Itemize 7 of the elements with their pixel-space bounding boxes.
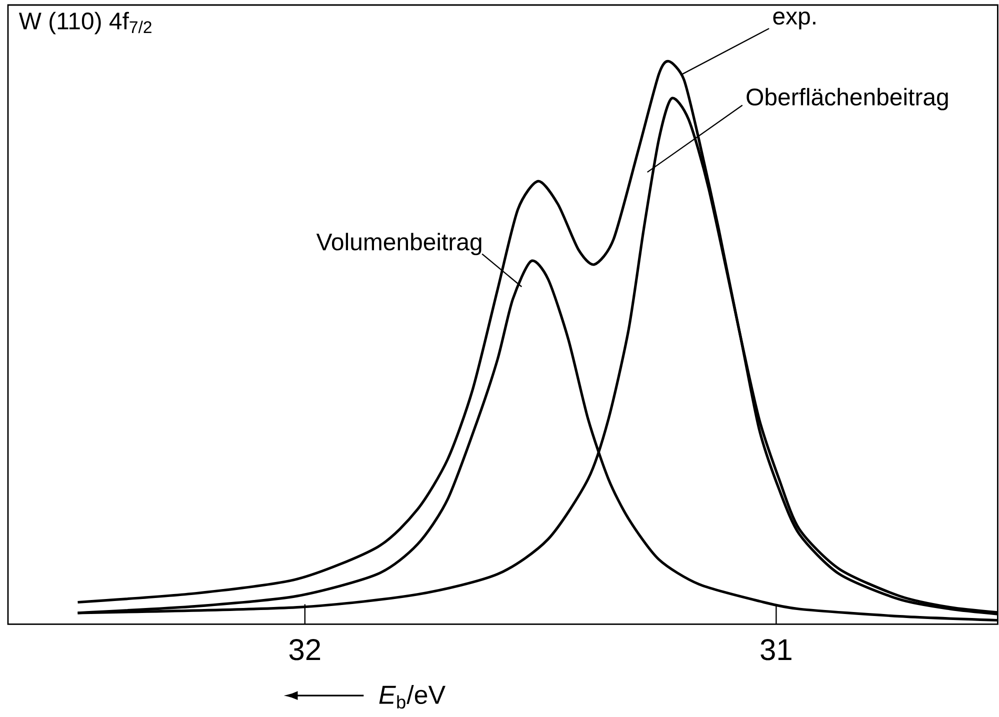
series-label: Volumenbeitrag (316, 232, 482, 256)
text: Oberflächenbeitrag (746, 88, 948, 110)
x-axis-title: E$_{b}$/eV (379, 684, 446, 708)
chart-title: W (110) 4f$_{7/2}$ (18, 12, 152, 34)
x-tick-label: 32 (289, 638, 320, 660)
x-tick-label: 31 (760, 638, 792, 660)
text: exp. (773, 11, 816, 30)
